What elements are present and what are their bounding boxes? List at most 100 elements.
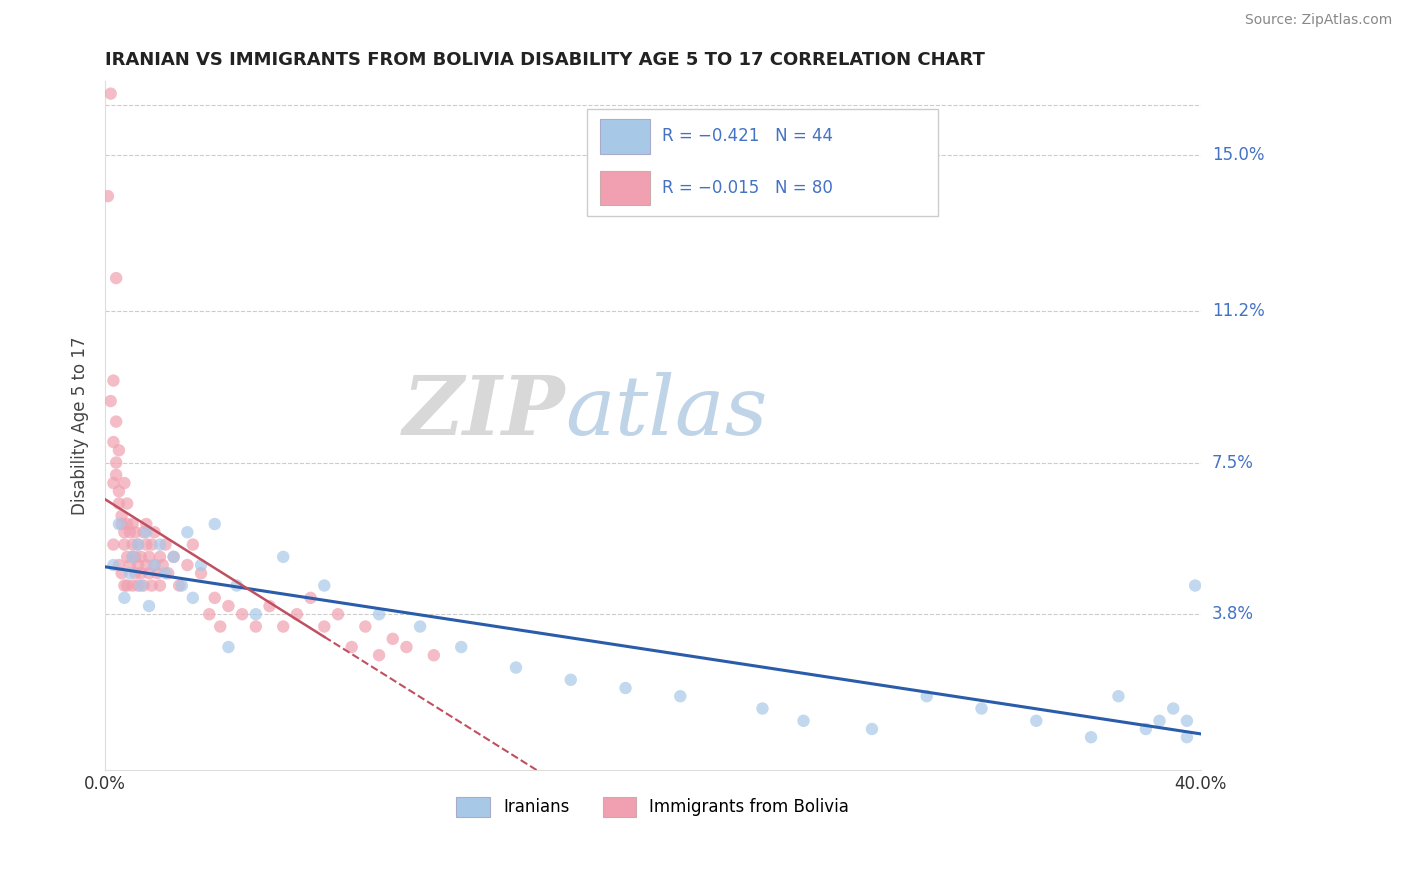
- Point: [141, 578, 163, 592]
- Point: [135, 517, 157, 532]
- Text: R = −0.015   N = 80: R = −0.015 N = 80: [662, 179, 832, 197]
- Point: [181, 537, 204, 551]
- Point: [105, 467, 128, 482]
- Point: [225, 578, 247, 592]
- Point: [209, 619, 232, 633]
- Point: [217, 599, 239, 613]
- Point: [129, 549, 152, 564]
- Point: [505, 660, 527, 674]
- Point: [1135, 722, 1157, 736]
- Text: 3.8%: 3.8%: [1212, 606, 1254, 624]
- Point: [167, 578, 190, 592]
- Point: [103, 476, 125, 491]
- Point: [100, 394, 122, 409]
- Point: [129, 566, 152, 581]
- Point: [231, 607, 253, 622]
- Point: [138, 566, 160, 581]
- Point: [103, 537, 125, 551]
- Point: [118, 525, 141, 540]
- Point: [129, 578, 152, 592]
- Point: [132, 578, 155, 592]
- Point: [314, 578, 336, 592]
- FancyBboxPatch shape: [588, 109, 938, 216]
- Point: [860, 722, 883, 736]
- Point: [1080, 730, 1102, 744]
- Point: [121, 578, 143, 592]
- Point: [395, 640, 418, 654]
- Point: [560, 673, 582, 687]
- Point: [108, 517, 131, 532]
- Point: [1149, 714, 1171, 728]
- Text: 15.0%: 15.0%: [1212, 146, 1264, 164]
- Point: [135, 537, 157, 551]
- Point: [245, 607, 267, 622]
- Point: [245, 619, 267, 633]
- Text: atlas: atlas: [565, 372, 768, 452]
- Point: [111, 566, 134, 581]
- Point: [115, 497, 138, 511]
- Point: [170, 578, 193, 592]
- Point: [149, 537, 172, 551]
- Point: [259, 599, 281, 613]
- Point: [1025, 714, 1047, 728]
- Point: [127, 558, 149, 572]
- Point: [204, 517, 226, 532]
- Point: [176, 525, 198, 540]
- Point: [163, 549, 186, 564]
- Point: [108, 443, 131, 458]
- Text: 11.2%: 11.2%: [1212, 301, 1264, 320]
- Point: [108, 497, 131, 511]
- Point: [915, 690, 938, 704]
- Legend: Iranians, Immigrants from Bolivia: Iranians, Immigrants from Bolivia: [450, 790, 856, 823]
- Point: [112, 476, 135, 491]
- Text: 7.5%: 7.5%: [1212, 453, 1254, 472]
- Point: [121, 549, 143, 564]
- Point: [103, 558, 125, 572]
- Text: ZIP: ZIP: [402, 372, 565, 452]
- Point: [163, 549, 186, 564]
- Point: [97, 189, 120, 203]
- Point: [127, 578, 149, 592]
- Point: [105, 456, 128, 470]
- Point: [124, 525, 146, 540]
- FancyBboxPatch shape: [600, 171, 650, 205]
- Point: [146, 566, 169, 581]
- Point: [112, 537, 135, 551]
- Point: [118, 558, 141, 572]
- Point: [157, 566, 180, 581]
- Text: R = −0.421   N = 44: R = −0.421 N = 44: [662, 128, 832, 145]
- Point: [326, 607, 349, 622]
- Point: [1175, 714, 1198, 728]
- Point: [314, 619, 336, 633]
- Point: [143, 558, 166, 572]
- Point: [368, 648, 391, 663]
- Point: [423, 648, 446, 663]
- Point: [111, 517, 134, 532]
- Point: [121, 517, 143, 532]
- Point: [105, 271, 128, 285]
- Point: [152, 558, 174, 572]
- Point: [271, 619, 294, 633]
- Point: [149, 549, 172, 564]
- Point: [155, 566, 177, 581]
- Point: [103, 435, 125, 450]
- Point: [970, 701, 993, 715]
- Point: [112, 591, 135, 605]
- Point: [127, 537, 149, 551]
- Point: [381, 632, 404, 646]
- Point: [124, 549, 146, 564]
- Point: [124, 566, 146, 581]
- Point: [135, 525, 157, 540]
- Point: [112, 525, 135, 540]
- Point: [115, 517, 138, 532]
- Point: [121, 537, 143, 551]
- Point: [1175, 730, 1198, 744]
- Point: [751, 701, 773, 715]
- Point: [141, 537, 163, 551]
- Point: [138, 599, 160, 613]
- Point: [190, 566, 212, 581]
- Point: [121, 549, 143, 564]
- Point: [118, 566, 141, 581]
- Point: [450, 640, 472, 654]
- Point: [105, 415, 128, 429]
